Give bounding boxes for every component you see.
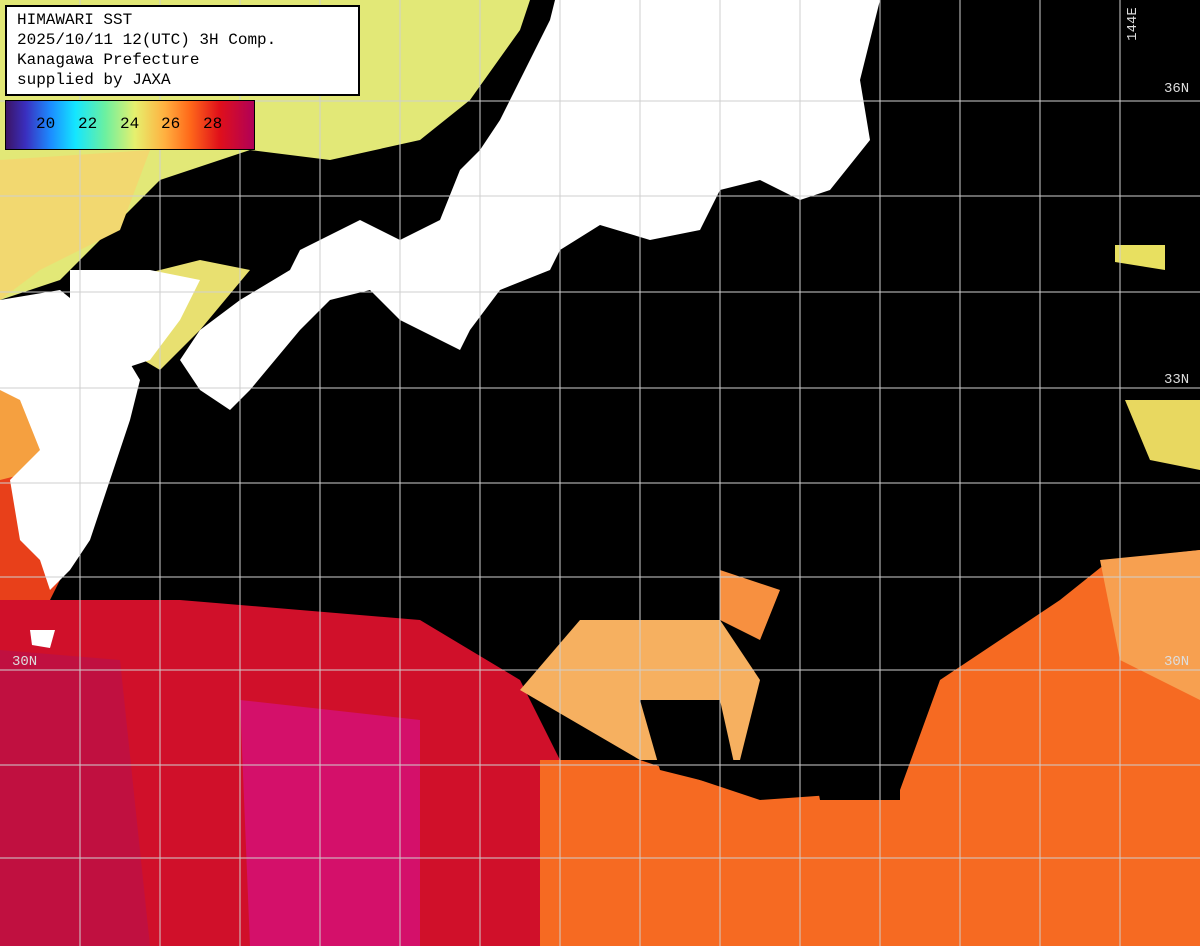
colorbar-label: 20 <box>36 115 56 133</box>
sst-orange-region <box>540 550 1200 946</box>
lat-label: 30N <box>1164 654 1190 670</box>
colorbar: 20 22 24 26 28 <box>5 100 255 150</box>
sst-red-west <box>0 650 150 946</box>
info-box: HIMAWARI SST 2025/10/11 12(UTC) 3H Comp.… <box>5 5 360 96</box>
lat-label: 33N <box>1164 372 1190 388</box>
info-line: HIMAWARI SST <box>17 11 133 29</box>
colorbar-label: 26 <box>161 115 181 133</box>
info-line: 2025/10/11 12(UTC) 3H Comp. <box>17 31 277 49</box>
lon-label: 144E <box>1125 7 1141 41</box>
info-line: Kanagawa Prefecture <box>17 51 200 69</box>
land-shikoku-west <box>70 270 200 370</box>
sst-warm-region <box>0 150 150 300</box>
land-island <box>30 630 55 648</box>
colorbar-label: 22 <box>78 115 98 133</box>
sst-patch <box>1115 245 1165 270</box>
colorbar-label: 28 <box>203 115 223 133</box>
land-honshu <box>180 0 880 410</box>
lat-label: 36N <box>1164 81 1190 97</box>
no-data-patch <box>640 700 740 790</box>
colorbar-label: 24 <box>120 115 140 133</box>
land-kyushu <box>0 290 140 590</box>
no-data-patch <box>800 700 900 800</box>
lat-label: 30N <box>12 654 38 670</box>
sst-orange-east <box>1100 550 1200 700</box>
sst-magenta-region <box>240 700 420 946</box>
sst-patch <box>1125 400 1200 470</box>
info-line: supplied by JAXA <box>17 71 171 89</box>
sst-patch <box>720 570 780 640</box>
